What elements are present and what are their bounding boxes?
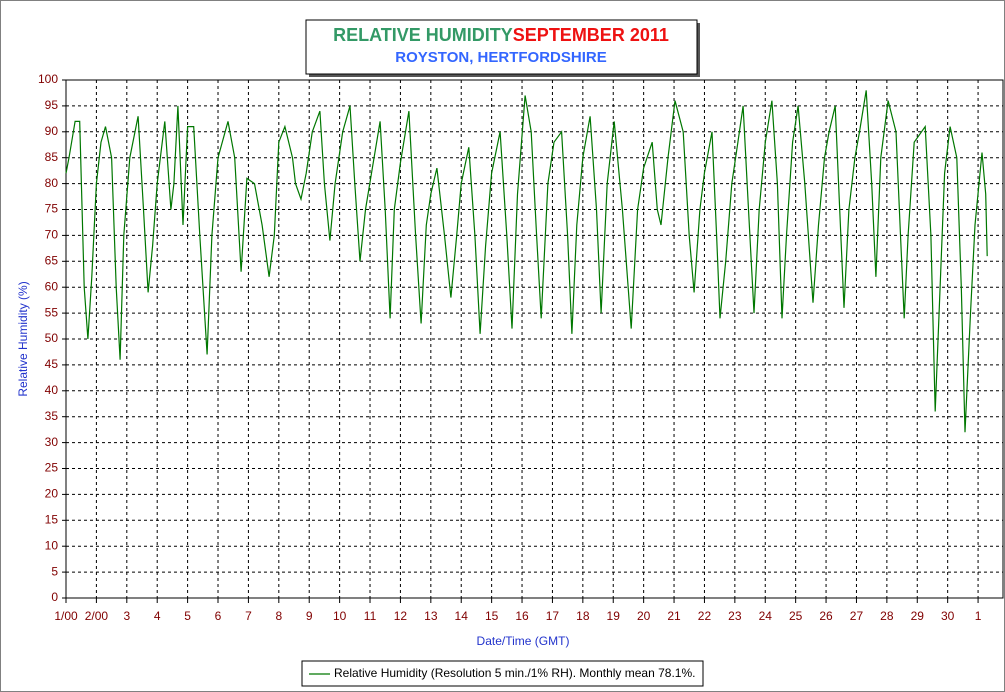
x-tick-label: 22 (698, 609, 712, 623)
x-tick-label: 1/00 (54, 609, 78, 623)
x-tick-label: 12 (394, 609, 408, 623)
x-tick-label: 3 (123, 609, 130, 623)
x-tick-label: 11 (364, 609, 377, 623)
chart-title: RELATIVE HUMIDITYSEPTEMBER 2011 (333, 25, 669, 45)
title-period: SEPTEMBER 2011 (513, 25, 669, 45)
y-tick-label: 95 (45, 98, 59, 112)
y-tick-label: 80 (45, 176, 59, 190)
x-tick-label: 14 (455, 609, 469, 623)
x-tick-label: 2/00 (85, 609, 109, 623)
y-tick-label: 50 (45, 331, 59, 345)
y-tick-label: 25 (45, 461, 59, 475)
y-tick-label: 0 (51, 590, 58, 604)
legend-box (301, 660, 704, 687)
x-tick-label: 5 (184, 609, 191, 623)
y-tick-label: 85 (45, 150, 59, 164)
x-tick-label: 27 (850, 609, 864, 623)
x-tick-label: 24 (759, 609, 773, 623)
y-tick-label: 55 (45, 305, 59, 319)
x-tick-label: 10 (333, 609, 347, 623)
data-line (65, 90, 988, 433)
x-tick-label: 20 (637, 609, 651, 623)
x-tick-label: 17 (546, 609, 560, 623)
y-tick-label: 15 (45, 512, 59, 526)
title-box (305, 19, 698, 75)
y-tick-label: 70 (45, 228, 59, 242)
y-tick-label: 20 (45, 487, 59, 501)
title-text: RELATIVE HUMIDITY (333, 25, 513, 45)
x-tick-label: 7 (245, 609, 252, 623)
x-tick-label: 30 (941, 609, 955, 623)
x-tick-label: 28 (880, 609, 894, 623)
x-tick-label: 26 (819, 609, 833, 623)
y-tick-label: 65 (45, 253, 59, 267)
y-tick-label: 40 (45, 383, 59, 397)
x-tick-label: 16 (515, 609, 529, 623)
x-tick-label: 21 (667, 609, 681, 623)
y-tick-label: 10 (45, 538, 59, 552)
y-tick-label: 5 (51, 564, 58, 578)
x-tick-label: 25 (789, 609, 803, 623)
y-axis-title: Relative Humidity (%) (16, 281, 30, 396)
x-tick-label: 23 (728, 609, 742, 623)
x-tick-label: 1 (975, 609, 982, 623)
y-tick-label: 75 (45, 202, 59, 216)
y-tick-label: 90 (45, 124, 59, 138)
y-tick-label: 60 (45, 279, 59, 293)
x-tick-label: 8 (275, 609, 282, 623)
subtitle: ROYSTON, HERTFORDSHIRE (395, 49, 606, 66)
x-tick-label: 4 (154, 609, 161, 623)
y-tick-label: 30 (45, 435, 59, 449)
x-tick-label: 29 (911, 609, 925, 623)
y-tick-label: 100 (38, 72, 58, 86)
x-tick-label: 6 (215, 609, 222, 623)
x-tick-label: 19 (607, 609, 621, 623)
x-tick-label: 15 (485, 609, 499, 623)
legend-label: Relative Humidity (Resolution 5 min./1% … (334, 666, 695, 680)
x-tick-label: 13 (424, 609, 438, 623)
y-tick-label: 45 (45, 357, 59, 371)
y-tick-label: 35 (45, 409, 59, 423)
x-axis-title: Date/Time (GMT) (477, 634, 570, 648)
x-tick-label: 9 (306, 609, 313, 623)
x-tick-label: 18 (576, 609, 590, 623)
